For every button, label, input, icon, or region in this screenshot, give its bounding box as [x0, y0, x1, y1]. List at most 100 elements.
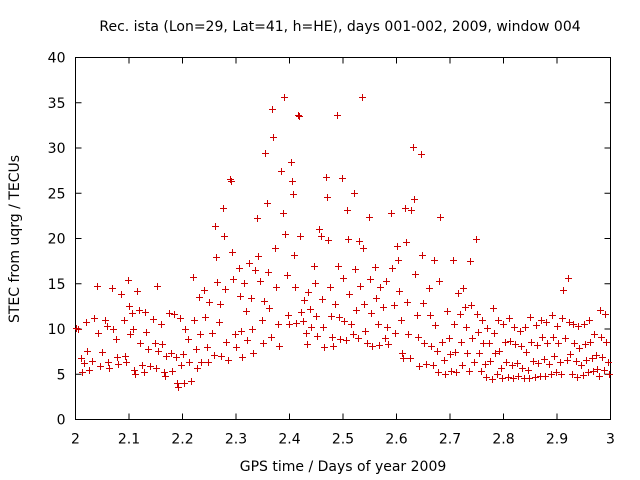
data-point — [539, 334, 546, 341]
data-point — [154, 283, 161, 290]
data-point — [218, 353, 225, 360]
data-point — [285, 312, 292, 319]
data-point — [177, 315, 184, 322]
data-point — [139, 362, 146, 369]
data-point — [509, 362, 516, 369]
data-point — [525, 367, 532, 374]
data-point — [122, 353, 129, 360]
data-point — [272, 245, 279, 252]
data-point — [249, 326, 256, 333]
data-point — [95, 330, 102, 337]
data-point — [402, 205, 409, 212]
data-point — [546, 361, 553, 368]
data-point — [442, 371, 449, 378]
data-point — [376, 342, 383, 349]
data-point — [405, 331, 412, 338]
data-point — [321, 344, 328, 351]
data-point — [522, 324, 529, 331]
data-point — [145, 346, 152, 353]
data-point — [141, 369, 148, 376]
data-point — [359, 94, 366, 101]
data-point — [435, 369, 442, 376]
data-point — [293, 320, 300, 327]
data-point — [262, 150, 269, 157]
data-point — [142, 309, 149, 316]
data-point — [486, 340, 493, 347]
data-point — [463, 324, 470, 331]
y-tick-label: 0 — [57, 413, 66, 429]
data-point — [270, 134, 277, 141]
data-point — [81, 360, 88, 367]
data-point — [500, 321, 507, 328]
data-point — [232, 331, 239, 338]
data-point — [186, 359, 193, 366]
data-point — [423, 361, 430, 368]
data-point — [476, 350, 483, 357]
data-point — [110, 326, 117, 333]
data-point — [131, 367, 138, 374]
data-point — [514, 360, 521, 367]
data-point — [223, 339, 230, 346]
data-point — [560, 287, 567, 294]
data-point — [220, 205, 227, 212]
data-point — [573, 358, 580, 365]
data-point — [458, 339, 465, 346]
data-point — [498, 365, 505, 372]
data-point — [163, 353, 170, 360]
data-point — [337, 336, 344, 343]
data-point — [127, 331, 134, 338]
data-point — [254, 215, 261, 222]
data-point — [571, 340, 578, 347]
data-point — [602, 311, 609, 318]
data-point — [225, 357, 232, 364]
data-point — [118, 291, 125, 298]
data-point — [248, 295, 255, 302]
data-point — [473, 236, 480, 243]
data-point — [246, 260, 253, 267]
data-point — [152, 340, 159, 347]
data-point — [313, 313, 320, 320]
data-point — [510, 375, 517, 382]
data-point — [351, 190, 358, 197]
data-point — [162, 373, 169, 380]
data-point — [511, 324, 518, 331]
data-point — [171, 311, 178, 318]
data-point — [323, 174, 330, 181]
data-point — [439, 339, 446, 346]
data-point — [348, 321, 355, 328]
data-point — [550, 334, 557, 341]
data-point — [533, 322, 540, 329]
data-point — [83, 319, 90, 326]
data-point — [535, 360, 542, 367]
x-tick-label: 2.3 — [225, 432, 247, 448]
data-point — [125, 277, 132, 284]
data-point — [530, 358, 537, 365]
data-point — [159, 341, 166, 348]
data-point — [297, 233, 304, 240]
data-point — [180, 351, 187, 358]
data-point — [191, 317, 198, 324]
data-point — [366, 214, 373, 221]
data-point — [202, 314, 209, 321]
data-point — [591, 331, 598, 338]
data-point — [291, 252, 298, 259]
data-point — [562, 335, 569, 342]
data-point — [222, 286, 229, 293]
y-tick-label: 15 — [48, 277, 66, 293]
data-point — [91, 315, 98, 322]
data-point — [502, 339, 509, 346]
data-point — [558, 371, 565, 378]
data-point — [350, 331, 357, 338]
data-point — [201, 287, 208, 294]
y-tick-label: 5 — [57, 367, 66, 383]
data-point — [312, 280, 319, 287]
data-point — [492, 350, 499, 357]
data-point — [403, 239, 410, 246]
data-point — [507, 338, 514, 345]
data-point — [586, 317, 593, 324]
data-point — [259, 317, 266, 324]
data-point — [194, 365, 201, 372]
data-point — [382, 335, 389, 342]
data-point — [320, 324, 327, 331]
